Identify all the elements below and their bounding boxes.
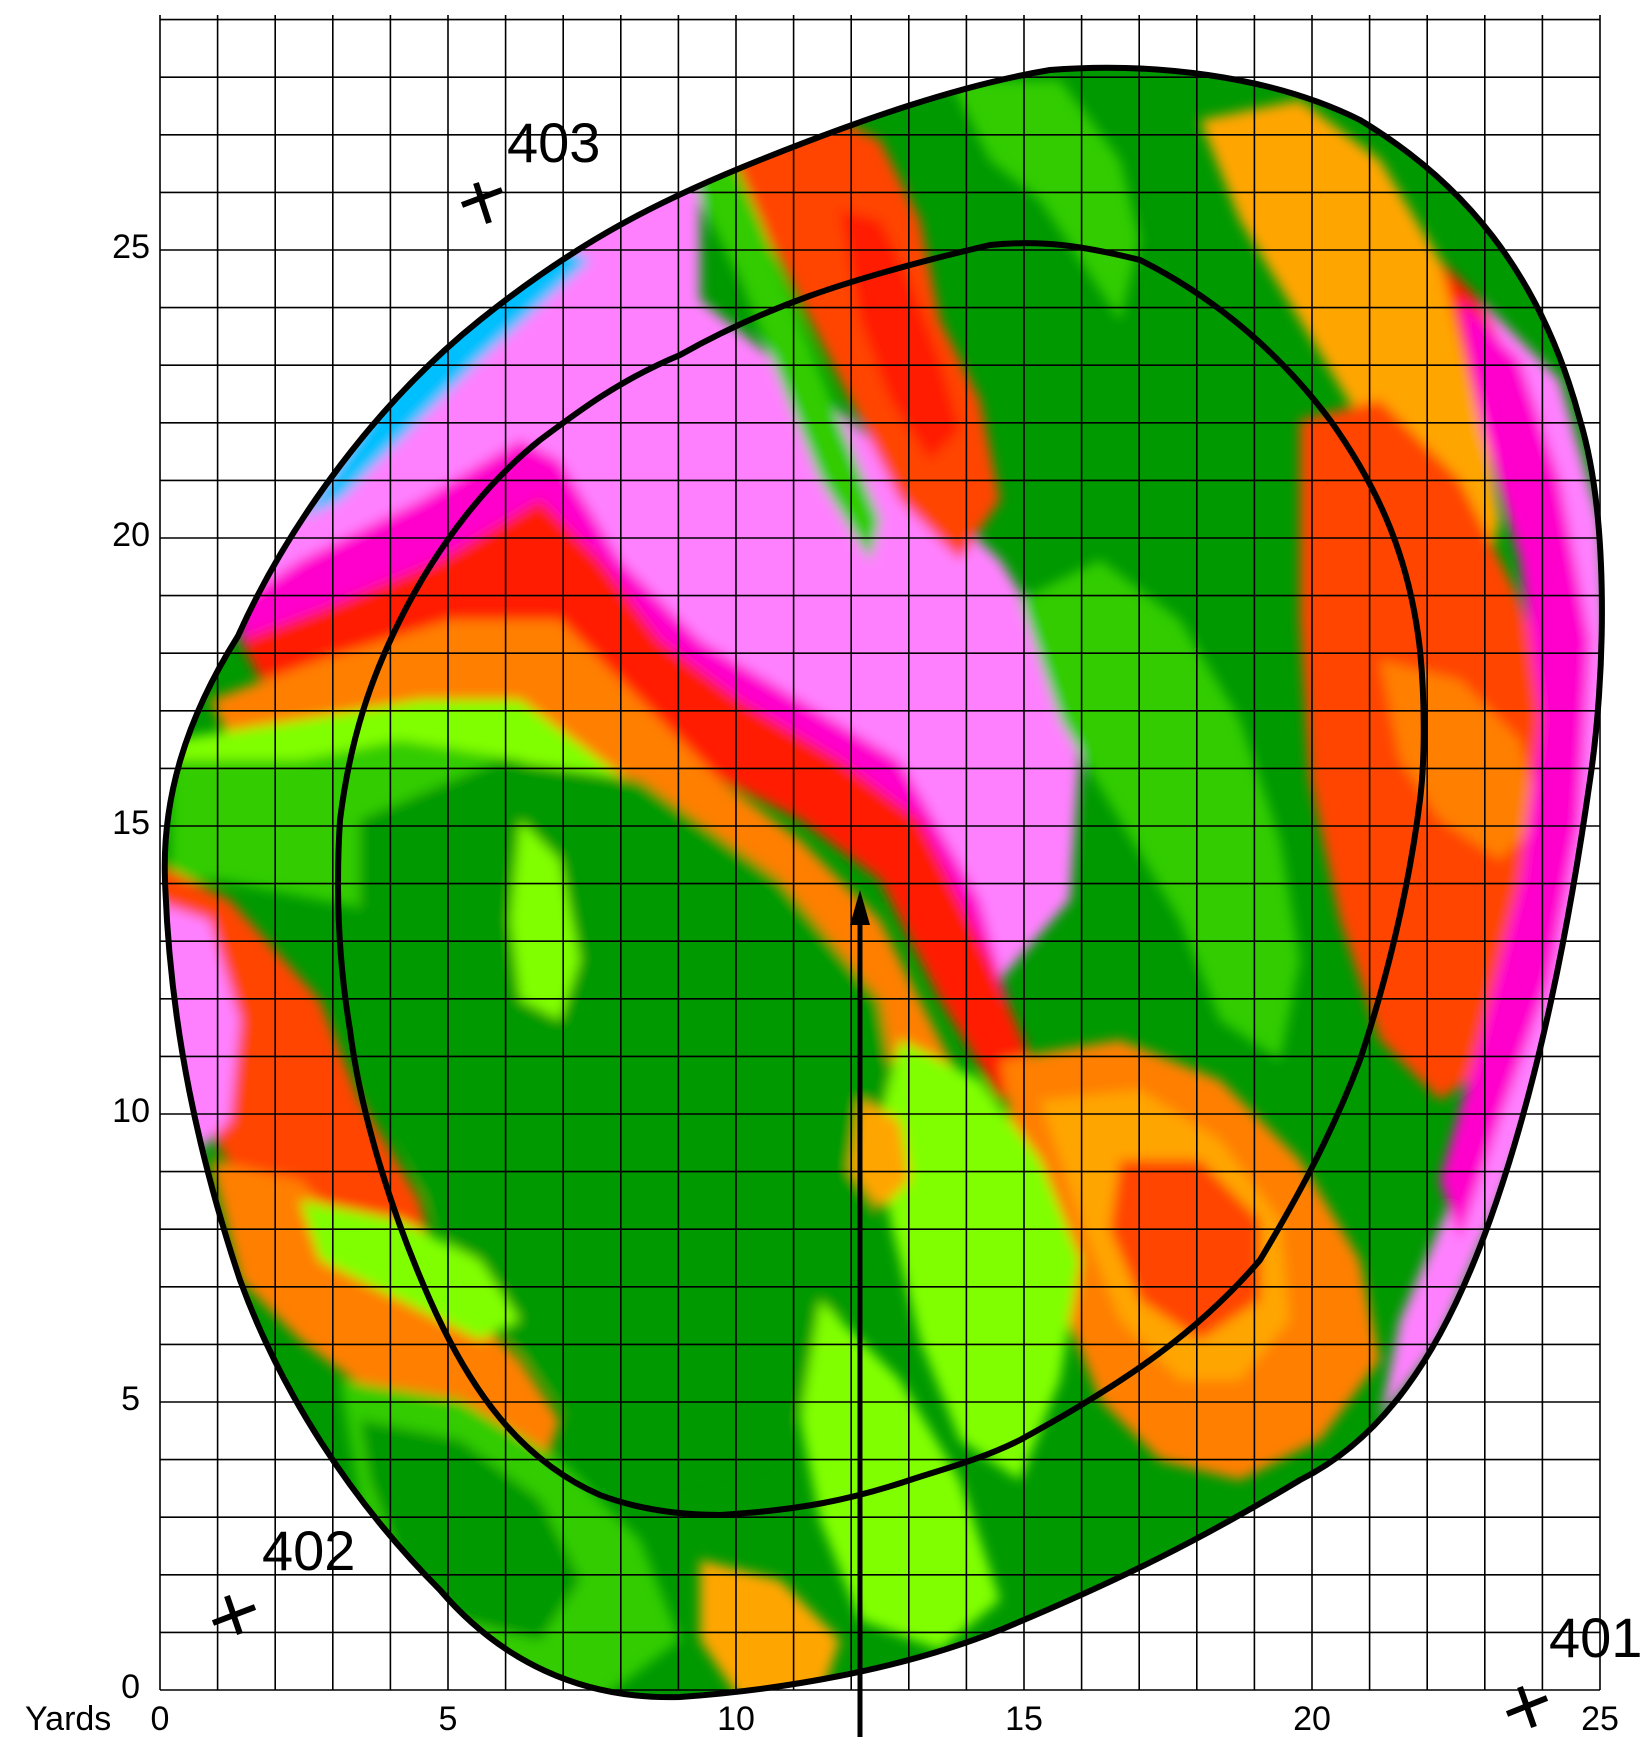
region-light-green-lower-left [300,1200,520,1340]
reference-grid [159,15,1601,1691]
region-green-right-band [1020,560,1300,1060]
region-light-green-bottom-center [800,1300,1000,1650]
axis-unit-label: Yards [25,1700,111,1737]
cross-marker-403: 403 [460,111,600,224]
region-dark-green-bottom [360,1420,580,1640]
y-tick: 0 [121,1668,140,1706]
y-tick: 20 [112,516,150,554]
y-axis-ticks: 0 5 10 15 20 25 [112,228,150,1706]
x-axis-ticks: 0 5 10 15 20 25 [151,1700,1619,1737]
x-tick: 20 [1293,1700,1331,1737]
x-tick: 15 [1005,1700,1043,1737]
region-green-top-left-band [690,150,880,560]
x-tick: 10 [717,1700,755,1737]
marker-label-402: 402 [262,1519,355,1582]
region-green-top-center [950,80,1140,320]
region-red-top-center-core [840,210,960,460]
y-tick: 5 [121,1380,140,1418]
y-tick: 10 [112,1092,150,1130]
axes-labels: Yards 0 5 10 15 20 25 0 5 10 15 20 25 [25,228,1619,1737]
green-boundary-outline [161,64,1605,1701]
region-cyan-upper-left [300,240,590,520]
cross-marker-402: 402 [211,1519,355,1635]
x-tick: 25 [1581,1700,1619,1737]
marker-label-401: 401 [1549,1606,1642,1669]
region-orange-bottom [700,1560,840,1698]
region-orange-red-lower-right [1110,1160,1260,1340]
x-tick: 0 [151,1700,170,1737]
inner-ring-outline [335,240,1427,1519]
marker-label-403: 403 [507,111,600,174]
y-tick: 25 [112,228,150,266]
region-magenta-right-edge [1440,300,1590,1240]
region-orange-center [850,1100,910,1210]
y-tick: 15 [112,804,150,842]
x-tick: 5 [439,1700,458,1737]
cross-marker-401: 401 [1505,1606,1642,1728]
region-light-green-center-right [880,1040,1080,1480]
region-red-band [240,500,1040,1100]
approach-arrow [850,890,870,1737]
region-orange-lower-left [210,1160,560,1480]
